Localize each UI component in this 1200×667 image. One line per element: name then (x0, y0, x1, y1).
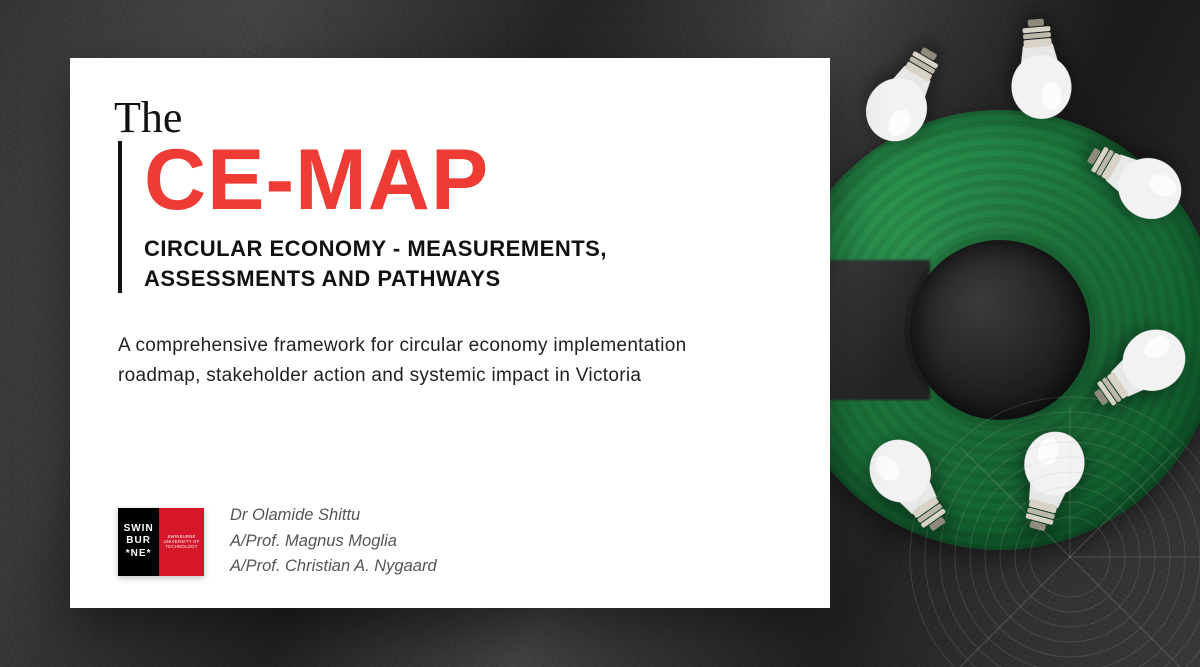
logo-left-block: SWIN BUR *NE* (118, 508, 159, 576)
swinburne-logo: SWIN BUR *NE* SWINBURNE UNIVERSITY OF TE… (118, 508, 204, 576)
card-footer: SWIN BUR *NE* SWINBURNE UNIVERSITY OF TE… (118, 503, 437, 580)
green-ring-graphic (780, 110, 1200, 550)
heading-block: CE-MAP CIRCULAR ECONOMY - MEASUREMENTS, … (118, 141, 782, 293)
description: A comprehensive framework for circular e… (118, 331, 758, 390)
logo-right-block: SWINBURNE UNIVERSITY OF TECHNOLOGY (159, 508, 204, 576)
main-title: CE-MAP (144, 141, 782, 220)
lightbulb-icon (1073, 307, 1200, 434)
lightbulb-icon (996, 12, 1083, 128)
subtitle: CIRCULAR ECONOMY - MEASUREMENTS, ASSESSM… (144, 234, 782, 293)
slide-stage: The CE-MAP CIRCULAR ECONOMY - MEASUREMEN… (0, 0, 1200, 667)
concentric-rings-decor (900, 387, 1200, 667)
lightbulb-icon (847, 418, 974, 553)
lightbulb-icon (998, 417, 1102, 543)
lightbulb-icon (1068, 119, 1200, 242)
author-line: A/Prof. Christian A. Nygaard (230, 554, 437, 580)
author-line: A/Prof. Magnus Moglia (230, 529, 437, 555)
author-line: Dr Olamide Shittu (230, 503, 437, 529)
authors-list: Dr Olamide ShittuA/Prof. Magnus MogliaA/… (230, 503, 437, 580)
lightbulb-icon (844, 28, 967, 162)
title-card: The CE-MAP CIRCULAR ECONOMY - MEASUREMEN… (70, 58, 830, 608)
